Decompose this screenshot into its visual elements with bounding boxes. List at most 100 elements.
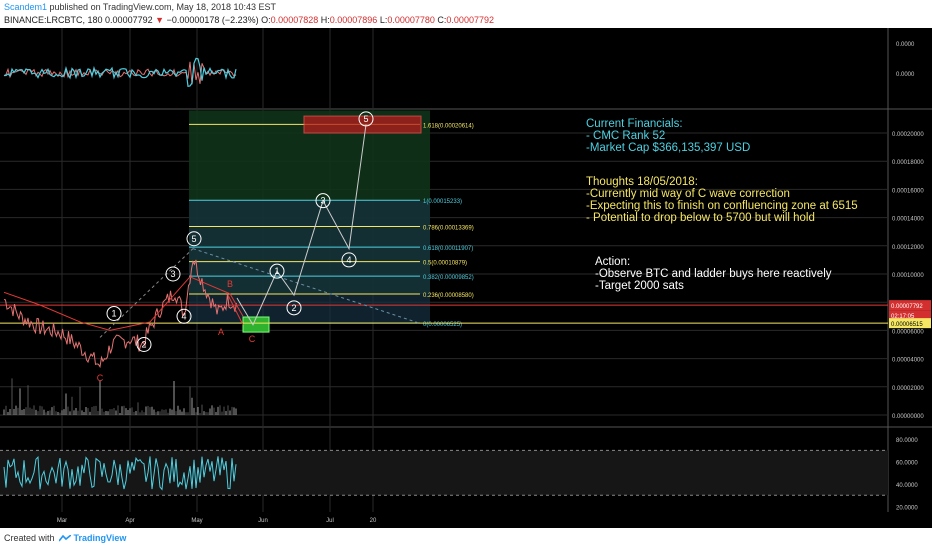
fib-label: 1.618(0.00020614) xyxy=(423,123,474,129)
projected-wave-label: 1 xyxy=(274,266,279,276)
x-tick-label: 20 xyxy=(370,518,377,524)
symbol-label: BINANCE:LRCBTC, 180 xyxy=(4,15,103,25)
projected-wave-circle xyxy=(269,263,285,279)
projected-c-leg xyxy=(227,294,244,325)
correction-label: A xyxy=(218,327,224,337)
wave-circle xyxy=(186,231,202,247)
price-tick-label: 0.00006000 xyxy=(892,329,924,335)
fib-label: 0.786(0.00013369) xyxy=(423,225,474,231)
high-label: H: xyxy=(320,15,330,25)
fib-label: 0.382(0.00009852) xyxy=(423,275,474,281)
created-with-text: Created with xyxy=(4,533,55,543)
price-series xyxy=(3,259,237,369)
ohlc-line: BINANCE:LRCBTC, 180 0.00007792 ▼ −0.0000… xyxy=(4,15,494,25)
trend-line xyxy=(99,248,194,338)
oscillator-red xyxy=(3,61,237,85)
financials-line: - CMC Rank 52 xyxy=(586,130,665,142)
down-arrow-icon: ▼ xyxy=(155,15,165,25)
x-tick-label: Apr xyxy=(125,518,134,524)
price-tick-label: 0.00012000 xyxy=(892,245,924,251)
wave-circle xyxy=(106,305,122,321)
correction-label: C xyxy=(249,334,256,344)
low-value: 0.00007780 xyxy=(387,15,435,25)
rsi-band xyxy=(0,450,888,496)
price-tick-label: 0.00002000 xyxy=(892,386,924,392)
chart-header: Scandem1 published on TradingView.com, M… xyxy=(0,0,932,28)
annotations: Current Financials:- CMC Rank 52-Market … xyxy=(586,118,858,292)
wave-label: 4 xyxy=(181,311,186,321)
projected-wave-label: 4 xyxy=(346,255,351,265)
price-change: −0.00000178 (−2.23%) xyxy=(166,15,259,25)
countdown-badge: 02:17:05 xyxy=(891,314,915,320)
open-value: 0.00007828 xyxy=(270,15,319,25)
fib-label: 0.618(0.00011907) xyxy=(423,246,473,252)
action-line: -Target 2000 sats xyxy=(595,280,684,292)
price-tick-label: 0.00004000 xyxy=(892,358,924,364)
target-level-badge-bg xyxy=(889,318,931,329)
last-price-badge-bg xyxy=(889,300,931,311)
thoughts-line: - Potential to drop below to 5700 but wi… xyxy=(586,212,815,224)
wave-label: 5 xyxy=(191,234,196,244)
wave-label: 1 xyxy=(111,308,116,318)
wave-circle xyxy=(136,337,152,352)
chart-area[interactable]: 1.618(0.00020614) 1(0.00015233) 0.786(0.00… xyxy=(0,28,932,528)
financials-line: -Market Cap $366,135,397 USD xyxy=(586,142,750,154)
price-tick-label: 0.00018000 xyxy=(892,160,924,166)
x-tick-label: Jun xyxy=(258,518,268,524)
action-line: -Observe BTC and ladder buys here reacti… xyxy=(595,268,832,280)
financials-line: Current Financials: xyxy=(586,118,683,130)
earlier-c-label: C xyxy=(97,373,104,383)
x-tick-label: May xyxy=(191,518,202,524)
moving-average xyxy=(3,276,244,331)
fib-label: 0(0.00006525) xyxy=(423,322,462,328)
created-with: Created with TradingView xyxy=(4,533,126,543)
open-label: O: xyxy=(261,15,271,25)
price-tick-label: 0.00010000 xyxy=(892,273,924,279)
last-price: 0.00007792 xyxy=(105,15,153,25)
last-price-badge: 0.00007792 xyxy=(891,304,923,310)
low-label: L: xyxy=(379,15,388,25)
price-tick-label: 0.00000000 xyxy=(892,414,924,420)
fib-levels: 1.618(0.00020614) 1(0.00015233) 0.786(0.00… xyxy=(0,115,888,338)
tradingview-brand[interactable]: TradingView xyxy=(73,533,127,543)
oscillator-cyan xyxy=(3,57,237,87)
wave-circle xyxy=(176,308,192,324)
price-tick-label: 0.00020000 xyxy=(892,132,924,138)
fib-label: 0.236(0.00008580) xyxy=(423,293,474,299)
projected-wave-circle xyxy=(358,111,374,127)
fib-label: 1(0.00015233) xyxy=(423,199,462,205)
x-tick-label: Mar xyxy=(57,518,67,524)
axes: 0.00020000 0.00018000 0.00016000 0.00014000… xyxy=(57,42,931,524)
tradingview-logo-icon xyxy=(58,535,71,542)
wave-label: 3 xyxy=(170,269,175,279)
trend-line xyxy=(192,248,421,324)
rsi-tick-label: 80.0000 xyxy=(896,438,918,444)
high-value: 0.00007896 xyxy=(329,15,378,25)
close-value: 0.00007792 xyxy=(446,15,494,25)
series-layer xyxy=(3,57,367,491)
projected-wave-label: 2 xyxy=(291,303,296,313)
fib-label: 0.5(0.00010879) xyxy=(423,261,467,267)
correction-label: B xyxy=(227,279,233,289)
footer: Created with TradingView xyxy=(0,528,932,550)
projected-wave-label: 3 xyxy=(320,196,325,206)
price-tick-label: 0.00016000 xyxy=(892,188,924,194)
thoughts-line: -Currently mid way of C wave correction xyxy=(586,188,790,200)
thoughts-line: Thoughts 18/05/2018: xyxy=(586,176,698,188)
osc-tick-label: 0.0000 xyxy=(896,72,915,78)
projected-wave-circle xyxy=(315,193,331,209)
osc-tick-label: 0.0000 xyxy=(896,42,915,48)
rsi-tick-label: 40.0000 xyxy=(896,483,918,489)
projected-path xyxy=(236,124,367,326)
rsi-tick-label: 20.0000 xyxy=(896,505,918,511)
price-tick-label: 0.00014000 xyxy=(892,217,924,223)
projected-wave-circle xyxy=(286,300,302,316)
wave-circle xyxy=(165,266,181,282)
rsi-tick-label: 60.0000 xyxy=(896,461,918,467)
author-link[interactable]: Scandem1 xyxy=(4,2,48,12)
wave-labels: 1 2 3 4 5 1 2 3 4 5 A B C C xyxy=(97,111,374,383)
wave-label: 2 xyxy=(141,340,146,350)
close-label: C: xyxy=(437,15,447,25)
target-level-badge: 0.00006515 xyxy=(891,322,923,328)
chart-svg[interactable]: 1.618(0.00020614) 1(0.00015233) 0.786(0.00… xyxy=(0,28,932,528)
